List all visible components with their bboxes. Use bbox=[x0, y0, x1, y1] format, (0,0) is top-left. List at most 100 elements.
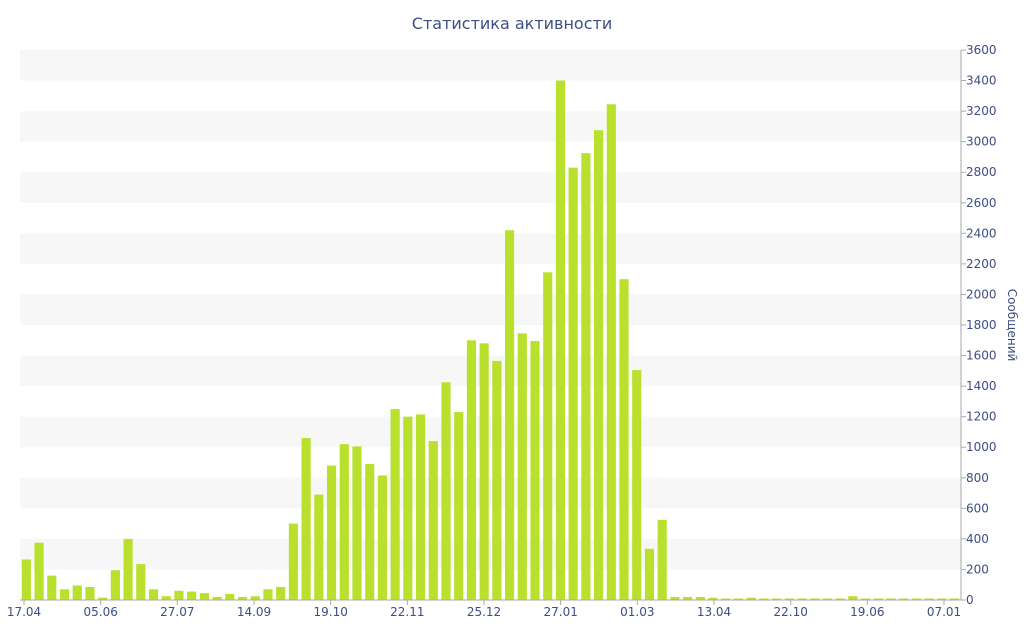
bar bbox=[34, 542, 44, 600]
x-tick-label: 05.06 bbox=[83, 605, 117, 619]
bar bbox=[47, 575, 57, 600]
bar bbox=[479, 343, 489, 600]
bar bbox=[657, 519, 667, 600]
bar bbox=[212, 596, 222, 600]
grid-band bbox=[20, 233, 961, 264]
bar bbox=[288, 523, 298, 600]
x-tick-label: 17.04 bbox=[7, 605, 41, 619]
x-tick-label: 01.03 bbox=[620, 605, 654, 619]
y-tick-label: 3600 bbox=[966, 43, 997, 57]
bar bbox=[632, 370, 642, 600]
bar bbox=[21, 559, 31, 600]
bar bbox=[810, 598, 820, 600]
bar bbox=[72, 585, 82, 600]
y-tick-label: 2400 bbox=[966, 226, 997, 240]
bar bbox=[822, 598, 833, 600]
grid-band bbox=[20, 111, 961, 142]
bar bbox=[85, 587, 95, 600]
y-tick-label: 1200 bbox=[966, 410, 997, 424]
bar bbox=[835, 598, 845, 600]
bar bbox=[937, 598, 947, 600]
y-tick-label: 3200 bbox=[966, 104, 997, 118]
bar bbox=[377, 475, 387, 600]
y-tick-label: 2600 bbox=[966, 196, 997, 210]
bar bbox=[594, 130, 604, 600]
bar bbox=[873, 598, 883, 600]
bar bbox=[441, 382, 451, 600]
y-tick-label: 1400 bbox=[966, 379, 997, 393]
bar bbox=[530, 341, 540, 600]
y-tick-label: 2000 bbox=[966, 287, 997, 301]
x-tick-label: 22.10 bbox=[773, 605, 807, 619]
bar bbox=[314, 494, 324, 600]
y-tick-label: 200 bbox=[966, 562, 989, 576]
bar bbox=[98, 597, 108, 600]
grid-band bbox=[20, 50, 961, 81]
bar bbox=[123, 538, 133, 600]
bar bbox=[733, 598, 744, 600]
bar bbox=[237, 596, 248, 600]
bar bbox=[746, 597, 756, 600]
y-axis-label: Сообщений bbox=[1005, 289, 1019, 362]
bar bbox=[428, 441, 438, 600]
bar bbox=[326, 465, 337, 600]
grid-band bbox=[20, 172, 961, 203]
y-tick-label: 600 bbox=[966, 501, 989, 515]
bar bbox=[899, 598, 909, 600]
grid-band bbox=[20, 294, 961, 325]
x-tick-label: 13.04 bbox=[697, 605, 731, 619]
bar bbox=[555, 80, 566, 600]
x-tick-label: 19.06 bbox=[850, 605, 884, 619]
y-tick-label: 3000 bbox=[966, 135, 997, 149]
grid-band bbox=[20, 416, 961, 448]
bar bbox=[161, 596, 171, 600]
bar bbox=[759, 598, 769, 600]
bar bbox=[301, 438, 311, 600]
grid-band bbox=[20, 477, 961, 509]
x-tick-label: 25.12 bbox=[467, 605, 501, 619]
grid-band bbox=[20, 538, 961, 570]
bar bbox=[339, 444, 349, 600]
x-tick-label: 14.09 bbox=[237, 605, 271, 619]
bar bbox=[276, 587, 286, 600]
bar bbox=[708, 597, 718, 600]
bar bbox=[683, 596, 693, 600]
grid-band bbox=[20, 355, 961, 387]
bar bbox=[187, 591, 197, 600]
bar bbox=[772, 598, 782, 600]
bar bbox=[784, 598, 794, 600]
bar bbox=[695, 596, 705, 600]
x-tick-label: 27.07 bbox=[160, 605, 194, 619]
bar bbox=[517, 333, 527, 600]
bar bbox=[721, 598, 731, 600]
x-tick-label: 27.01 bbox=[543, 605, 577, 619]
bar bbox=[505, 230, 515, 600]
bar bbox=[225, 593, 235, 600]
y-tick-label: 800 bbox=[966, 471, 989, 485]
y-tick-label: 0 bbox=[966, 593, 974, 607]
bar bbox=[110, 570, 120, 600]
bar bbox=[861, 598, 871, 600]
y-tick-label: 400 bbox=[966, 532, 989, 546]
bar bbox=[199, 593, 209, 601]
y-tick-label: 2800 bbox=[966, 165, 997, 179]
bar bbox=[148, 589, 159, 600]
x-tick-label: 07.01 bbox=[927, 605, 961, 619]
bar bbox=[59, 589, 70, 600]
bar bbox=[670, 596, 680, 600]
bar bbox=[644, 548, 655, 600]
bar bbox=[136, 564, 146, 600]
bar bbox=[848, 596, 858, 600]
bar bbox=[950, 598, 960, 600]
bar bbox=[606, 104, 616, 601]
y-tick-label: 3400 bbox=[966, 74, 997, 88]
y-tick-label: 2200 bbox=[966, 257, 997, 271]
bar bbox=[568, 167, 578, 600]
bar bbox=[492, 360, 502, 600]
bar bbox=[797, 598, 807, 600]
bar bbox=[924, 598, 934, 600]
y-tick-label: 1000 bbox=[966, 440, 997, 454]
bar bbox=[454, 412, 464, 600]
bar bbox=[466, 340, 477, 600]
